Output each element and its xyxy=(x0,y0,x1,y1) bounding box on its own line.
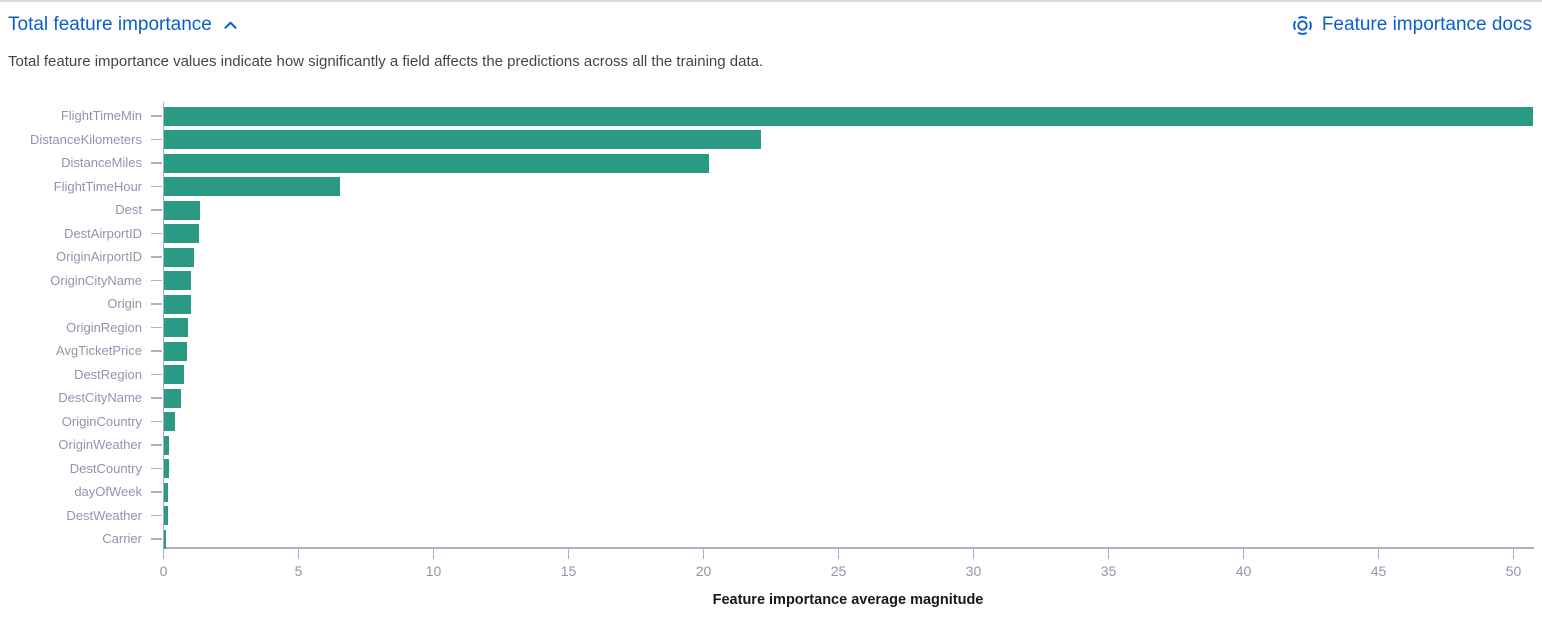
y-axis-label-Carrier: Carrier xyxy=(102,531,142,546)
x-axis-tick xyxy=(1377,548,1380,559)
y-axis-line xyxy=(162,102,164,548)
bar-OriginAirportID xyxy=(164,247,194,267)
y-axis-tick xyxy=(151,303,162,305)
bar-Dest xyxy=(164,200,200,220)
x-axis-tick-label: 50 xyxy=(1505,563,1522,579)
bar-DestWeather xyxy=(164,506,168,525)
y-axis-tick xyxy=(151,185,162,188)
y-axis-label-DistanceMiles: DistanceMiles xyxy=(61,155,142,170)
y-axis-tick xyxy=(151,373,162,376)
y-axis-label-OriginCountry: OriginCountry xyxy=(61,413,142,429)
x-axis-tick xyxy=(1107,548,1110,559)
x-axis-tick xyxy=(1512,548,1515,559)
documentation-icon xyxy=(1292,15,1313,36)
y-axis-label-DestRegion: DestRegion xyxy=(74,366,142,382)
section-description: Total feature importance values indicate… xyxy=(8,53,764,70)
y-axis-tick xyxy=(151,256,162,258)
y-axis-label-AvgTicketPrice: AvgTicketPrice xyxy=(56,343,142,358)
y-axis-tick xyxy=(151,538,162,540)
x-axis-tick-label: 35 xyxy=(1100,563,1117,579)
y-axis-tick xyxy=(151,514,162,517)
y-axis-tick xyxy=(151,162,162,164)
bar-Origin xyxy=(164,294,191,314)
x-axis-tick-label: 0 xyxy=(159,563,168,579)
x-axis-tick xyxy=(162,548,165,559)
x-axis-tick-label: 40 xyxy=(1235,563,1252,579)
x-axis-title: Feature importance average magnitude xyxy=(712,592,984,608)
y-axis-tick xyxy=(151,420,162,423)
feature-importance-docs-link[interactable]: Feature importance docs xyxy=(1292,14,1532,36)
bar-AvgTicketPrice xyxy=(164,341,187,361)
y-axis-label-OriginAirportID: OriginAirportID xyxy=(56,249,142,264)
y-axis-label-Origin: Origin xyxy=(107,296,142,311)
y-axis-label-dayOfWeek: dayOfWeek xyxy=(74,484,142,499)
x-axis-tick-label: 25 xyxy=(830,563,847,579)
y-axis-label-FlightTimeMin: FlightTimeMin xyxy=(60,108,142,123)
y-axis-tick xyxy=(151,326,162,329)
bar-OriginCountry xyxy=(164,412,176,431)
bar-DestCityName xyxy=(164,388,181,408)
x-axis-tick xyxy=(297,548,300,559)
y-axis-tick xyxy=(151,115,162,117)
y-axis-tick xyxy=(151,232,162,235)
y-axis-label-FlightTimeHour: FlightTimeHour xyxy=(53,178,142,194)
y-axis-label-OriginRegion: OriginRegion xyxy=(66,319,142,335)
x-axis-tick-label: 10 xyxy=(425,563,442,579)
y-axis-tick xyxy=(151,467,162,470)
bar-DestRegion xyxy=(164,365,185,384)
docs-link-label: Feature importance docs xyxy=(1321,14,1532,35)
y-axis-label-DestWeather: DestWeather xyxy=(66,507,142,523)
x-axis-tick-label: 45 xyxy=(1370,563,1387,579)
x-axis-tick xyxy=(702,548,705,559)
y-axis-label-DestCityName: DestCityName xyxy=(58,390,142,405)
x-axis-line xyxy=(162,547,1534,549)
x-axis-tick xyxy=(972,548,975,559)
x-axis-tick-label: 30 xyxy=(965,563,982,579)
x-axis-tick xyxy=(567,548,570,559)
section-title: Total feature importance xyxy=(8,14,212,35)
bar-OriginRegion xyxy=(164,318,189,337)
x-axis-tick-label: 15 xyxy=(560,563,577,579)
bar-OriginCityName xyxy=(164,271,191,290)
x-axis-tick-label: 5 xyxy=(294,563,303,579)
y-axis-label-OriginWeather: OriginWeather xyxy=(58,437,142,452)
y-axis-tick xyxy=(151,444,162,446)
y-axis-label-OriginCityName: OriginCityName xyxy=(50,272,142,288)
bar-DistanceKilometers xyxy=(164,130,761,149)
y-axis-tick xyxy=(151,397,162,399)
bar-FlightTimeMin xyxy=(164,106,1533,126)
bar-DestAirportID xyxy=(164,224,200,243)
y-axis-tick xyxy=(151,138,162,141)
y-axis-label-DestAirportID: DestAirportID xyxy=(63,225,142,241)
bar-dayOfWeek xyxy=(164,482,169,502)
bar-FlightTimeHour xyxy=(164,177,340,196)
chevron-up-icon xyxy=(222,17,239,34)
y-axis-tick xyxy=(151,279,162,282)
y-axis-tick xyxy=(151,491,162,493)
bar-OriginWeather xyxy=(164,435,170,455)
bar-DistanceMiles xyxy=(164,153,710,173)
bar-Carrier xyxy=(164,529,166,549)
bar-DestCountry xyxy=(164,459,170,478)
x-axis-tick xyxy=(1242,548,1245,559)
x-axis-tick xyxy=(432,548,435,559)
y-axis-label-DestCountry: DestCountry xyxy=(69,460,142,476)
y-axis-label-DistanceKilometers: DistanceKilometers xyxy=(30,131,142,147)
y-axis-label-Dest: Dest xyxy=(115,202,142,217)
y-axis-tick xyxy=(151,209,162,211)
y-axis-tick xyxy=(151,350,162,352)
x-axis-tick xyxy=(837,548,840,559)
section-toggle-total-feature-importance[interactable]: Total feature importance xyxy=(8,14,239,36)
x-axis-tick-label: 20 xyxy=(695,563,712,579)
